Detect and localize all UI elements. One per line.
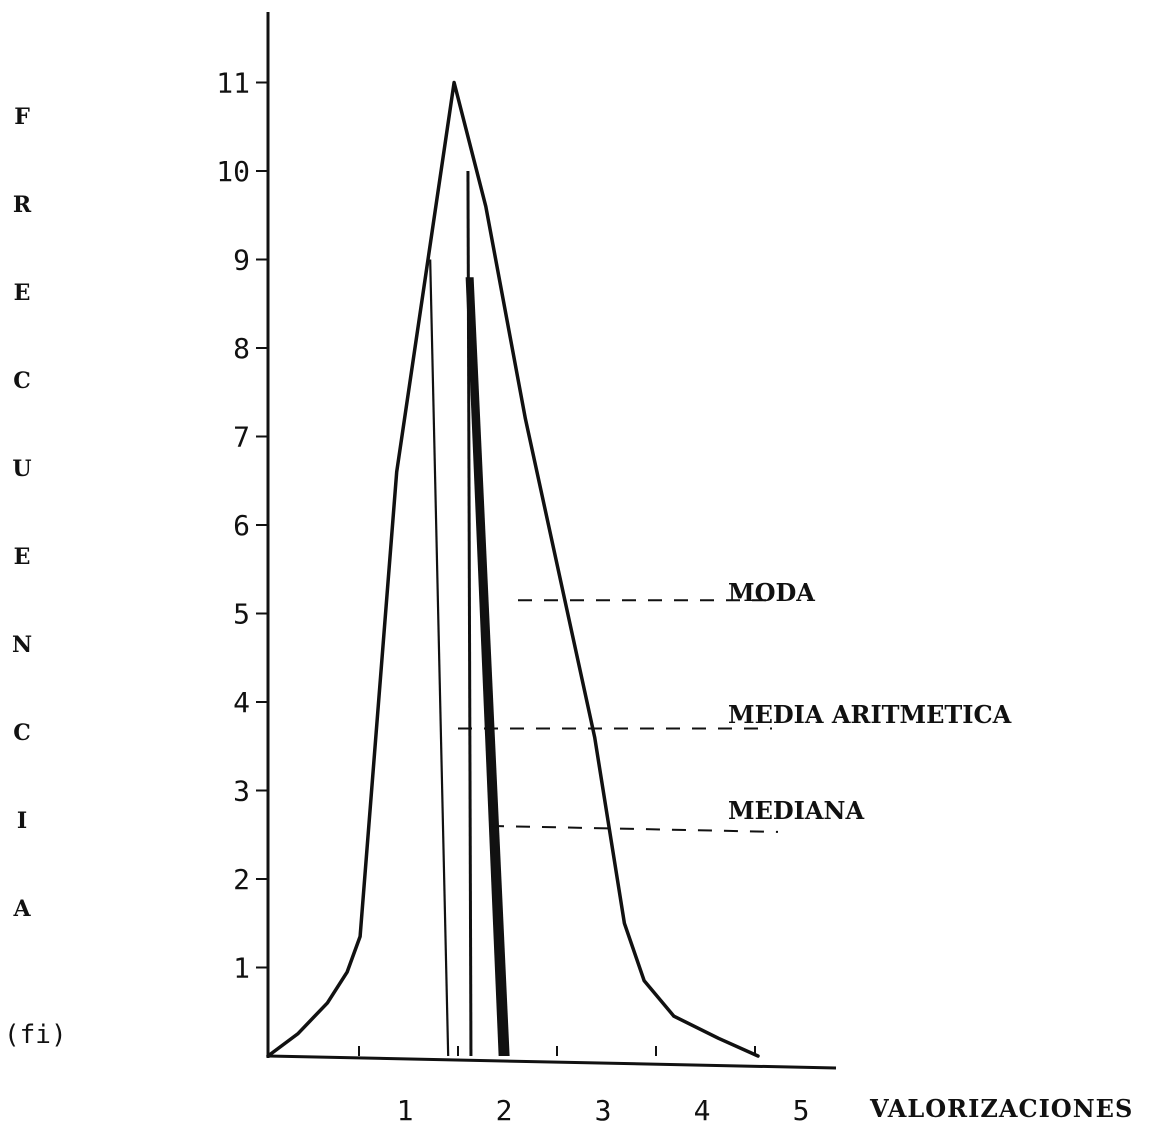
frequency-curve: [266, 80, 760, 1058]
vertical-lines: [429, 170, 510, 1057]
y-axis-label-letter: E: [13, 280, 31, 306]
y-tick-label: 5: [233, 598, 250, 631]
y-axis-label-letter: U: [12, 456, 32, 482]
y-axis-label-letter: I: [16, 808, 28, 834]
annotation-label: MODA: [728, 578, 815, 607]
annotation-label: MEDIA ARITMETICA: [728, 700, 1012, 729]
y-axis-label-letter: F: [14, 104, 30, 130]
y-axis-label-letter: E: [13, 544, 31, 570]
y-axis-label-letter: R: [12, 192, 32, 218]
y-tick-label: 1: [233, 952, 250, 985]
curve-line: [266, 80, 760, 1058]
y-tick-label: 9: [233, 244, 250, 277]
x-tick-label: 5: [793, 1094, 810, 1126]
y-tick-label: 7: [233, 421, 250, 454]
axes: [266, 12, 837, 1070]
x-axis-label: VALORIZACIONES: [870, 1094, 1134, 1123]
median-bold-line: [465, 277, 510, 1056]
y-tick-label: 6: [233, 509, 250, 542]
y-tick-label: 4: [233, 686, 250, 719]
x-axis-line: [267, 1054, 837, 1070]
annotation-dashes: [458, 599, 779, 833]
annotation-dash-line: [489, 824, 779, 833]
x-tick-label: 4: [694, 1094, 711, 1126]
y-tick-label: 3: [233, 775, 250, 808]
annotation-label: MEDIANA: [728, 796, 865, 825]
y-axis-label-letter: A: [13, 896, 31, 922]
y-axis-label-letter: C: [13, 368, 31, 394]
y-tick-label: 10: [216, 155, 250, 188]
x-tick-label: 1: [397, 1094, 414, 1126]
y-tick-label: 11: [216, 67, 250, 100]
y-axis-label-letter: N: [11, 632, 33, 658]
y-axis-label-letter: C: [13, 720, 31, 746]
y-tick-label: 2: [233, 863, 250, 896]
y-axis-unit: (fi): [4, 1020, 67, 1050]
mode-line: [429, 259, 450, 1057]
x-tick-label: 3: [595, 1094, 612, 1126]
y-tick-label: 8: [233, 332, 250, 365]
x-tick-label: 2: [496, 1094, 513, 1126]
